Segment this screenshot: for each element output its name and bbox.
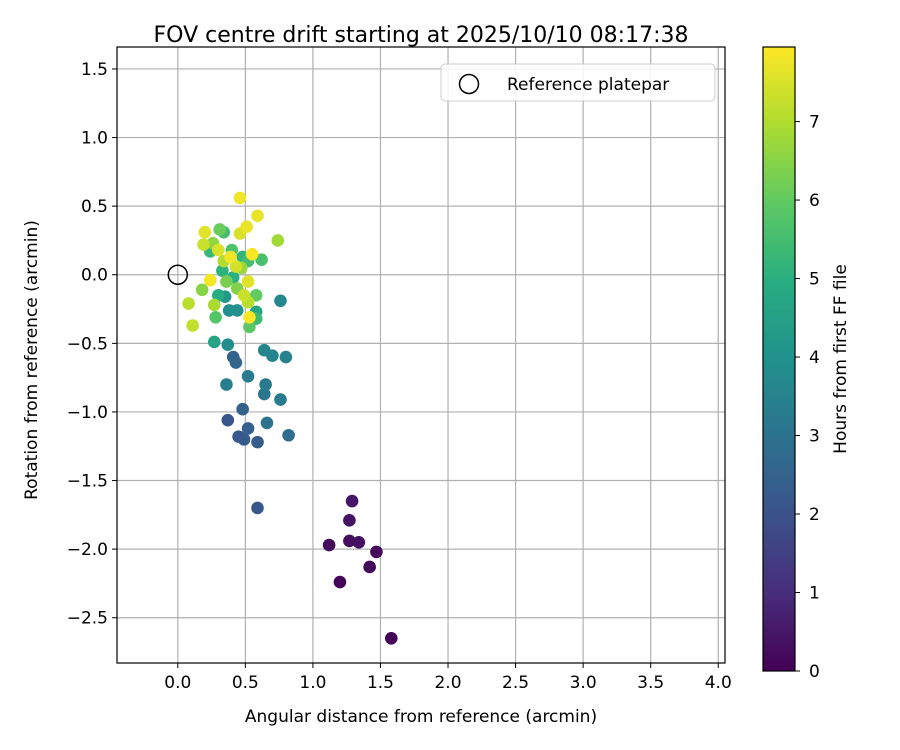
data-point (237, 289, 251, 302)
colorbar-tick-label: 6 (809, 191, 820, 211)
legend-reference-marker (458, 73, 480, 95)
colorbar-tick-label: 7 (809, 113, 820, 133)
data-point (237, 433, 251, 446)
data-point (221, 413, 235, 427)
data-point (220, 378, 233, 391)
colorbar-tick-label: 4 (809, 348, 820, 368)
data-point (209, 310, 222, 324)
y-axis-ticks: 1.5 1.0 0.5 0.0 −0.5 −1.0 −1.5 −2.0 −2.5 (67, 60, 117, 629)
data-point (243, 310, 256, 324)
data-point (233, 191, 247, 205)
data-point (182, 297, 195, 310)
y-tick-label: −0.5 (67, 334, 108, 354)
data-point (251, 501, 264, 515)
y-tick-label: 1.5 (81, 60, 108, 80)
x-tick-label: 3.0 (570, 673, 597, 693)
data-point (245, 247, 259, 261)
chart-title: FOV centre drift starting at 2025/10/10 … (154, 23, 689, 48)
y-tick-label: −2.0 (67, 540, 108, 560)
colorbar-tick-label: 2 (809, 505, 820, 525)
data-point (345, 494, 359, 508)
data-point (241, 275, 255, 288)
grid-lines (117, 47, 725, 663)
y-tick-label: 1.0 (81, 129, 108, 149)
x-tick-label: 3.5 (637, 673, 664, 693)
data-point (186, 319, 199, 332)
data-point (251, 209, 264, 223)
data-point (213, 223, 226, 236)
data-point (241, 422, 255, 435)
data-point (333, 575, 347, 589)
data-point (229, 356, 243, 369)
data-point (343, 514, 356, 527)
data-point (257, 343, 271, 357)
data-point (212, 289, 225, 302)
data-point (271, 234, 285, 247)
data-point (221, 338, 235, 352)
colorbar-label: Hours from first FF file (831, 264, 851, 454)
data-points (182, 191, 398, 645)
data-point (274, 294, 287, 308)
data-point (241, 369, 255, 383)
colorbar (762, 46, 796, 672)
colorbar-ticks: 0 1 2 3 4 5 6 7 (795, 113, 820, 682)
data-point (370, 545, 383, 559)
y-tick-label: −2.5 (67, 609, 108, 629)
data-point (207, 335, 221, 349)
data-point (322, 538, 336, 552)
data-point (257, 387, 271, 401)
x-tick-label: 1.0 (299, 673, 326, 693)
data-point (251, 435, 264, 449)
data-point (212, 243, 225, 257)
data-point (279, 350, 293, 364)
colorbar-tick-label: 5 (809, 270, 820, 290)
data-point (363, 560, 376, 574)
data-point (236, 402, 249, 416)
data-point (343, 534, 356, 548)
data-point (207, 298, 221, 312)
x-tick-label: 2.5 (502, 673, 529, 693)
data-point (255, 253, 268, 266)
data-point (274, 393, 287, 406)
plot-frame (116, 46, 726, 664)
x-tick-label: 0.0 (164, 673, 191, 693)
legend: Reference platepar (440, 63, 716, 102)
legend-box (440, 63, 716, 102)
x-axis-label: Angular distance from reference (arcmin) (245, 707, 597, 727)
colorbar-tick-label: 0 (809, 662, 820, 682)
x-tick-label: 0.5 (232, 673, 259, 693)
data-point (352, 535, 366, 549)
legend-entry-label: Reference platepar (507, 75, 669, 95)
y-tick-label: 0.0 (81, 266, 108, 286)
data-point (282, 428, 295, 442)
data-point (203, 273, 217, 287)
data-point (224, 250, 237, 264)
data-point (229, 260, 243, 273)
data-point (216, 264, 229, 277)
data-point (195, 283, 209, 297)
x-tick-label: 2.0 (434, 673, 461, 693)
data-point (230, 304, 244, 317)
data-point (259, 378, 272, 391)
data-point (220, 275, 233, 288)
x-tick-label: 4.0 (705, 673, 732, 693)
y-axis-label: Rotation from reference (arcmin) (22, 220, 42, 500)
y-tick-label: −1.0 (67, 403, 108, 423)
x-axis-ticks: 0.0 0.5 1.0 1.5 2.0 2.5 3.0 3.5 4.0 (164, 663, 732, 693)
data-point (197, 238, 210, 251)
y-tick-label: 0.5 (81, 197, 108, 217)
x-tick-label: 1.5 (367, 673, 394, 693)
reference-platepar-marker (167, 264, 189, 285)
data-point (243, 320, 256, 334)
colorbar-tick-label: 1 (809, 584, 820, 604)
data-point (240, 220, 254, 234)
y-tick-label: −1.5 (67, 472, 108, 492)
data-point (198, 225, 212, 239)
reference-marker (167, 264, 189, 285)
colorbar-tick-label: 3 (809, 427, 820, 447)
data-point (384, 632, 398, 645)
data-point (260, 416, 274, 430)
